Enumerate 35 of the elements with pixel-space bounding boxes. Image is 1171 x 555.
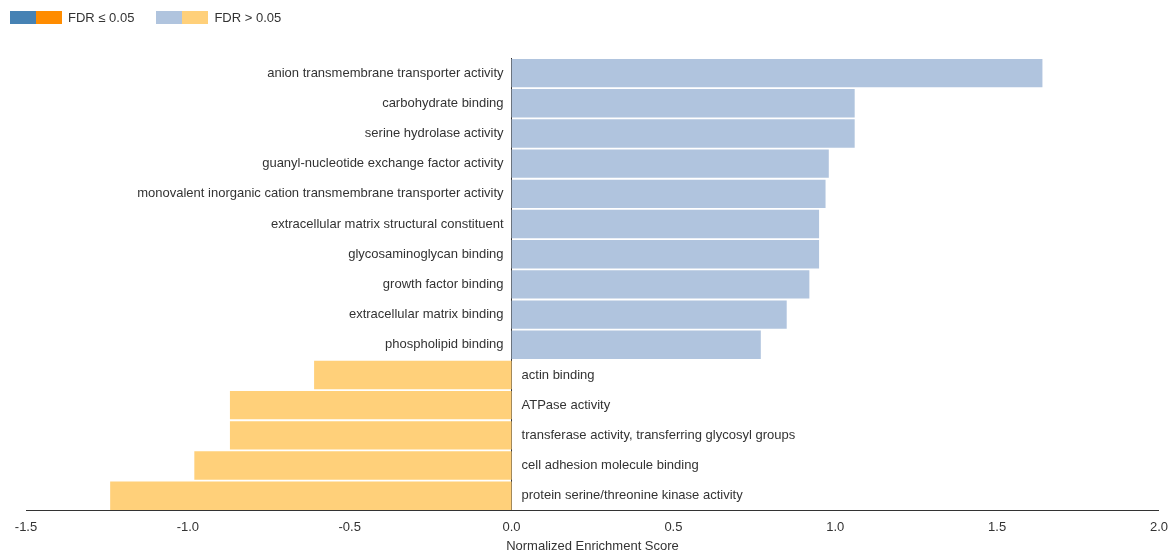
bar — [511, 209, 820, 239]
x-tick-label: 1.5 — [988, 519, 1007, 535]
bar — [511, 330, 761, 359]
y-tick-label: phospholipid binding — [385, 336, 504, 352]
y-tick-label: growth factor binding — [382, 275, 504, 291]
bar — [314, 360, 512, 390]
bar — [511, 89, 855, 118]
bar — [110, 481, 512, 510]
y-tick-label: actin binding — [521, 366, 595, 382]
legend-label: FDR > 0.05 — [214, 9, 282, 25]
y-tick-label: ATPase activity — [521, 396, 611, 412]
legend-label: FDR ≤ 0.05 — [68, 9, 135, 25]
y-tick-label: protein serine/threonine kinase activity — [521, 487, 744, 503]
y-tick-label: carbohydrate binding — [382, 94, 504, 110]
y-tick-label: transferase activity, transferring glycosyl groups — [521, 426, 796, 442]
x-tick-label: 2.0 — [1149, 519, 1168, 535]
x-tick-label: 1.0 — [826, 519, 845, 535]
y-tick-label: monovalent inorganic cation transmembrane transporter activity — [137, 185, 505, 201]
x-tick-label: 0.0 — [502, 519, 521, 535]
x-tick-label: -1.5 — [14, 519, 38, 535]
x-tick-label: 0.5 — [664, 519, 683, 535]
y-tick-label: anion transmembrane transporter activity — [267, 64, 505, 80]
x-tick-label: -1.0 — [176, 519, 200, 535]
y-tick-label: cell adhesion molecule binding — [521, 457, 699, 473]
bar — [229, 390, 512, 420]
y-tick-label: extracellular matrix binding — [348, 306, 504, 322]
y-tick-label: guanyl-nucleotide exchange factor activity — [262, 155, 505, 171]
y-tick-label: extracellular matrix structural constituent — [270, 215, 504, 231]
x-axis-title: Normalized Enrichment Score — [506, 537, 679, 553]
bar — [511, 58, 1043, 88]
y-tick-label: serine hydrolase activity — [364, 125, 505, 141]
bar — [511, 240, 820, 269]
bar — [511, 179, 826, 209]
y-tick-label: glycosaminoglycan binding — [348, 245, 504, 261]
x-tick-label: -0.5 — [338, 519, 361, 535]
